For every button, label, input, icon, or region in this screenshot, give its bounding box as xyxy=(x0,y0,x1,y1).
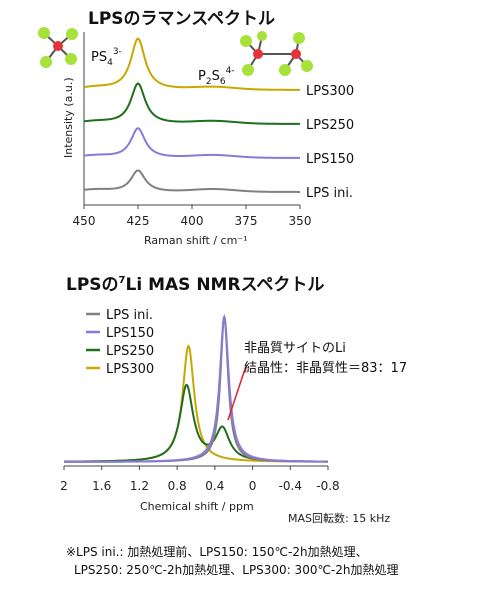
raman-line-1 xyxy=(83,127,300,159)
nmr-tick-label: 0.8 xyxy=(168,479,187,493)
nmr-tick-label: 2 xyxy=(60,479,68,493)
raman-series-label: LPS ini. xyxy=(306,186,353,201)
annotation-line2: 結晶性：非晶質性＝83：17 xyxy=(244,361,407,376)
nmr-line-0 xyxy=(64,313,328,463)
nmr-series xyxy=(63,313,329,463)
raman-y-label: Intensity (a.u.) xyxy=(62,77,75,158)
raman-tick-label: 450 xyxy=(73,214,96,228)
nmr-tick-label: -0.8 xyxy=(316,479,339,493)
peak-label-p2s6: P2S64- xyxy=(198,66,235,87)
annotation-arrow xyxy=(227,365,247,421)
raman-x-ticks: 450 425 400 375 350 xyxy=(73,205,312,228)
nmr-legend-label: LPS300 xyxy=(106,362,154,377)
raman-line-2 xyxy=(83,82,300,125)
footnote-line2: LPS250: 250℃-2h加熱処理、LPS300: 300℃-2h加熱処理 xyxy=(74,563,399,577)
nmr-legend-label: LPS250 xyxy=(106,344,154,359)
peak-label-ps4: PS43- xyxy=(91,47,122,68)
nmr-tick-label: 0 xyxy=(249,479,257,493)
nmr-tick-label: 1.6 xyxy=(92,479,111,493)
footnote: ※LPS ini.: 加熱処理前、LPS150: 150℃-2h加熱処理、 LP… xyxy=(66,543,399,579)
nmr-line-2 xyxy=(63,383,328,463)
nmr-tick-label: 0.4 xyxy=(205,479,224,493)
footnote-line1: ※LPS ini.: 加熱処理前、LPS150: 150℃-2h加熱処理、 xyxy=(66,545,368,559)
nmr-legend-label: LPS ini. xyxy=(106,308,153,323)
mas-speed-text: MAS回転数: 15 kHz xyxy=(288,512,390,525)
raman-tick-label: 400 xyxy=(181,214,204,228)
p2s6-molecule-icon xyxy=(240,31,313,76)
raman-series-label: LPS150 xyxy=(306,152,354,167)
raman-series xyxy=(83,37,300,193)
ps4-molecule-icon xyxy=(38,27,78,68)
nmr-x-label: Chemical shift / ppm xyxy=(140,500,254,513)
raman-line-3 xyxy=(83,37,300,91)
annotation-line1: 非晶質サイトのLi xyxy=(244,341,346,356)
raman-series-label: LPS250 xyxy=(306,118,354,133)
raman-series-label: LPS300 xyxy=(306,84,354,99)
raman-line-0 xyxy=(83,169,300,193)
raman-tick-label: 425 xyxy=(127,214,150,228)
raman-series-labels: LPS ini. LPS150 LPS250 LPS300 xyxy=(306,84,354,201)
nmr-legend-label: LPS150 xyxy=(106,326,154,341)
nmr-title: LPSの7Li MAS NMRスペクトル xyxy=(66,275,324,295)
nmr-x-ticks: 2 1.6 1.2 0.8 0.4 0 -0.4 -0.8 xyxy=(60,466,340,493)
raman-tick-label: 350 xyxy=(289,214,312,228)
nmr-legend: LPS ini. LPS150 LPS250 LPS300 xyxy=(86,308,154,377)
nmr-tick-label: 1.2 xyxy=(130,479,149,493)
raman-tick-label: 375 xyxy=(235,214,258,228)
nmr-line-1 xyxy=(64,314,329,463)
raman-x-label: Raman shift / cm⁻¹ xyxy=(144,234,248,247)
raman-title: LPSのラマンスペクトル xyxy=(88,9,275,29)
nmr-tick-label: -0.4 xyxy=(279,479,302,493)
